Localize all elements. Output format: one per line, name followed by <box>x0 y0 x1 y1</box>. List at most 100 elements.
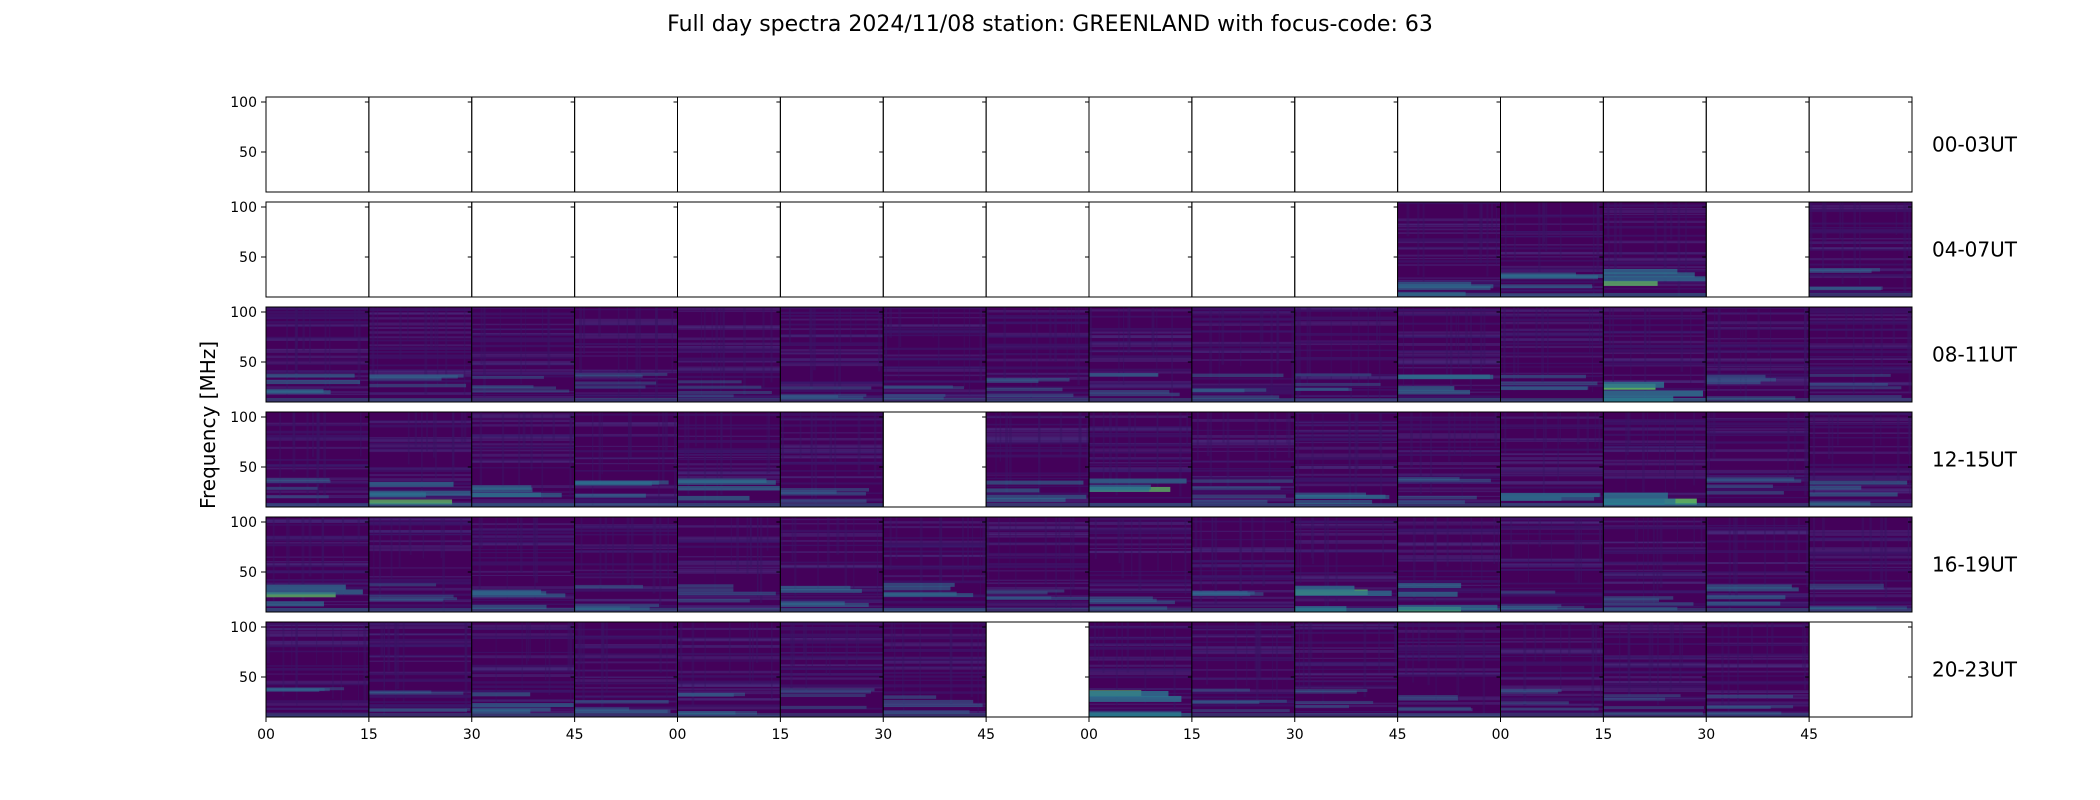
spectrum-panel <box>574 411 678 508</box>
y-tick-label: 50 <box>239 145 257 161</box>
spectrum-panel <box>1500 516 1604 613</box>
spectrum-panel <box>368 621 473 718</box>
spectrum-panel <box>882 621 987 718</box>
x-tick-label: 15 <box>1183 727 1201 743</box>
spectrum-panel <box>1808 411 1913 508</box>
spectrum-panel <box>1294 306 1399 403</box>
spectrum-panel <box>1705 621 1810 718</box>
row-label: 12-15UT <box>1932 448 2018 472</box>
spectrum-panel <box>677 201 781 298</box>
spectrum-panel <box>1500 201 1604 298</box>
spectrum-panel <box>1602 621 1707 718</box>
spectrum-panel <box>882 96 987 193</box>
spectrum-panel <box>1602 411 1707 508</box>
spectrum-panel <box>677 621 781 718</box>
spectrum-panel <box>574 621 678 718</box>
spectrum-panel <box>1808 201 1913 298</box>
y-tick-label: 50 <box>239 355 257 371</box>
row-label: 00-03UT <box>1932 133 2018 157</box>
spectrum-panel <box>265 516 370 613</box>
spectrum-panel <box>1705 411 1810 508</box>
spectrum-panel <box>1088 201 1193 298</box>
spectrum-panel <box>1808 516 1913 613</box>
x-tick-label: 00 <box>257 727 275 743</box>
spectrum-panel <box>471 306 576 403</box>
x-tick-label: 15 <box>771 727 789 743</box>
x-tick-label: 30 <box>874 727 892 743</box>
spectrum-panel <box>779 96 884 193</box>
x-tick-label: 00 <box>1492 727 1510 743</box>
spectrum-panel <box>471 201 576 298</box>
row-label: 16-19UT <box>1932 553 2018 577</box>
spectrum-panel <box>1191 516 1296 613</box>
spectrum-panel <box>1397 516 1501 613</box>
spectrum-panel <box>677 411 781 508</box>
spectrum-panel <box>1397 306 1501 403</box>
y-tick-label: 50 <box>239 460 257 476</box>
y-tick-label: 50 <box>239 670 257 686</box>
row-label: 20-23UT <box>1932 658 2018 682</box>
y-tick-label: 100 <box>230 410 257 426</box>
spectrum-panel <box>471 411 576 508</box>
spectrum-panel <box>471 621 576 718</box>
x-tick-label: 30 <box>463 727 481 743</box>
spectrum-panel <box>368 201 473 298</box>
spectrum-panel <box>265 621 370 718</box>
spectrum-panel <box>1294 411 1399 508</box>
y-tick-label: 50 <box>239 565 257 581</box>
spectrum-panel <box>1808 621 1913 718</box>
spectrum-panel <box>368 516 473 613</box>
spectrum-panel <box>677 96 781 193</box>
spectrum-panel <box>1397 96 1501 193</box>
spectrum-panel <box>779 306 884 403</box>
spectrum-panel <box>574 516 678 613</box>
x-tick-label: 45 <box>1800 727 1818 743</box>
spectrum-panel <box>1088 621 1193 718</box>
spectrum-panel <box>368 96 473 193</box>
spectrum-panel <box>1294 201 1399 298</box>
spectrum-panel <box>1500 411 1604 508</box>
spectrum-panel <box>1705 201 1810 298</box>
spectrum-panel <box>1397 411 1501 508</box>
spectrum-panel <box>1397 621 1501 718</box>
x-tick-label: 45 <box>566 727 584 743</box>
spectrum-panel <box>1088 96 1193 193</box>
spectrum-panel <box>779 411 884 508</box>
spectrum-panel <box>368 306 473 403</box>
x-tick-label: 15 <box>1594 727 1612 743</box>
spectrum-panel <box>1500 96 1604 193</box>
spectrum-panel <box>574 96 678 193</box>
spectrum-panel <box>265 96 370 193</box>
x-tick-label: 00 <box>1080 727 1098 743</box>
spectrum-panel <box>882 516 987 613</box>
spectrum-panel <box>1191 306 1296 403</box>
spectrum-panel <box>1397 201 1501 298</box>
spectrum-panel <box>677 306 781 403</box>
spectrum-panel <box>471 516 576 613</box>
spectrum-panel <box>1602 96 1707 193</box>
x-tick-label: 15 <box>360 727 378 743</box>
y-tick-label: 100 <box>230 515 257 531</box>
row-label: 04-07UT <box>1932 238 2018 262</box>
spectrum-panel <box>1808 306 1913 403</box>
spectrum-panel <box>882 306 987 403</box>
spectrum-panel <box>1602 201 1707 298</box>
spectrum-panel <box>1088 306 1193 403</box>
spectrum-panel <box>1088 411 1193 508</box>
spectrum-panel <box>1602 306 1707 403</box>
spectrum-panel <box>1705 516 1810 613</box>
spectrum-panel <box>574 306 678 403</box>
spectrum-panel <box>1294 516 1399 613</box>
spectrum-panel <box>574 201 678 298</box>
spectrum-panel <box>677 516 781 613</box>
x-tick-label: 00 <box>669 727 687 743</box>
spectrum-panel <box>985 621 1090 718</box>
spectrum-panel <box>265 411 370 508</box>
spectrum-panel <box>985 201 1090 298</box>
y-tick-label: 100 <box>230 200 257 216</box>
x-tick-label: 30 <box>1286 727 1304 743</box>
spectrum-panel <box>1088 516 1193 613</box>
y-tick-label: 100 <box>230 620 257 636</box>
x-tick-label: 30 <box>1697 727 1715 743</box>
